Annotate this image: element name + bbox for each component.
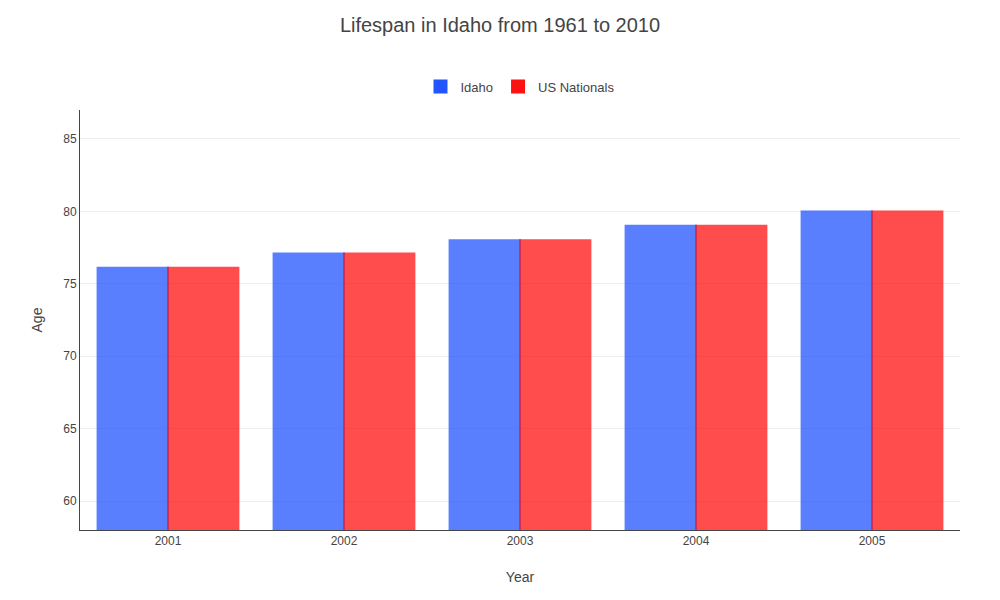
svg-text:2001: 2001 bbox=[155, 534, 182, 548]
svg-text:US Nationals: US Nationals bbox=[538, 80, 614, 95]
svg-text:2002: 2002 bbox=[331, 534, 358, 548]
svg-text:75: 75 bbox=[63, 277, 77, 291]
svg-text:85: 85 bbox=[63, 132, 77, 146]
svg-text:Year: Year bbox=[506, 569, 535, 585]
svg-text:60: 60 bbox=[63, 494, 77, 508]
svg-text:2005: 2005 bbox=[859, 534, 886, 548]
svg-text:Lifespan in Idaho from 1961 to: Lifespan in Idaho from 1961 to 2010 bbox=[340, 14, 660, 36]
svg-text:2003: 2003 bbox=[507, 534, 534, 548]
svg-text:80: 80 bbox=[63, 205, 77, 219]
svg-text:65: 65 bbox=[63, 422, 77, 436]
svg-text:2004: 2004 bbox=[683, 534, 710, 548]
svg-text:Idaho: Idaho bbox=[461, 80, 494, 95]
svg-text:Age: Age bbox=[29, 307, 45, 332]
svg-text:70: 70 bbox=[63, 349, 77, 363]
